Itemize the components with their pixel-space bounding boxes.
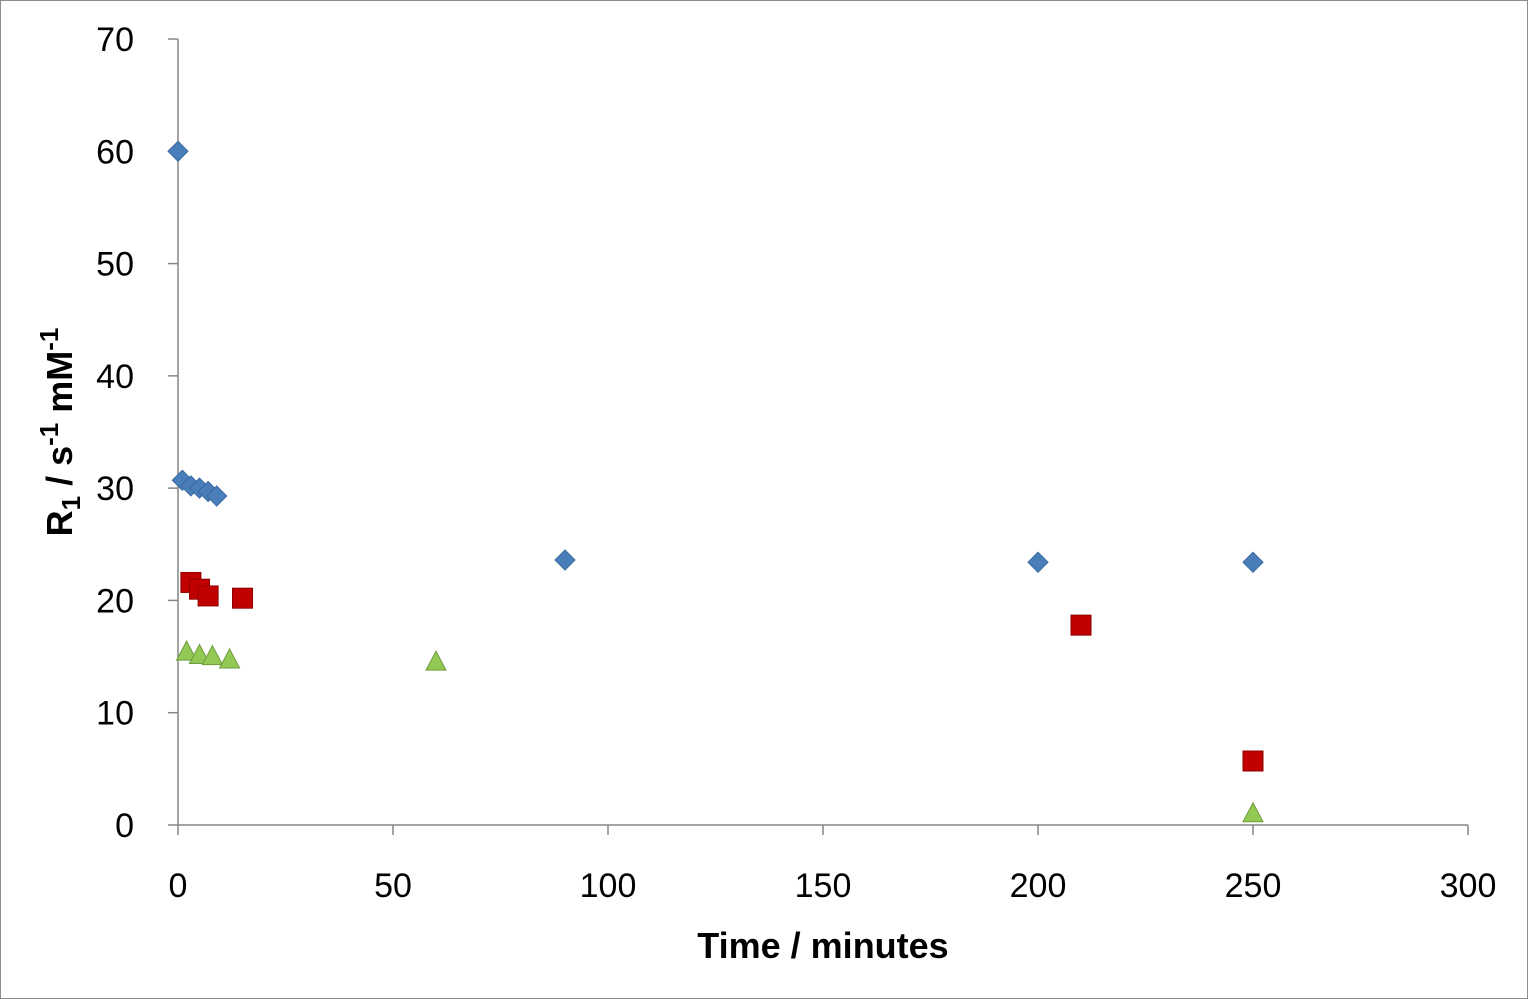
y-tick-label: 20 xyxy=(96,582,134,620)
y-axis-title-mid2: mM xyxy=(39,351,80,423)
data-point-diamond xyxy=(205,485,228,507)
y-ticks: 0 10 20 30 40 50 60 70 xyxy=(96,21,178,845)
y-axis-title-sup2: -1 xyxy=(34,328,64,351)
data-point-diamond xyxy=(554,549,576,571)
data-point-triangle xyxy=(201,644,224,666)
data-point-triangle xyxy=(218,647,241,669)
x-tick-label: 300 xyxy=(1440,867,1497,905)
y-tick-label: 70 xyxy=(96,21,134,59)
data-point-diamond xyxy=(1242,551,1264,573)
y-axis-title: R1 / s-1 mM-1 xyxy=(34,328,86,537)
y-axis-title-main: R xyxy=(39,510,80,536)
x-axis-title: Time / minutes xyxy=(697,925,948,966)
y-axis-title-mid: / s xyxy=(39,446,80,496)
y-tick-label: 50 xyxy=(96,246,134,284)
y-tick-label: 10 xyxy=(96,695,134,733)
y-tick-label: 30 xyxy=(96,470,134,508)
data-point-square xyxy=(1070,614,1092,636)
data-point-triangle xyxy=(425,650,447,671)
x-tick-label: 50 xyxy=(374,867,412,905)
data-point-diamond xyxy=(167,140,189,162)
data-point-triangle xyxy=(188,643,211,664)
y-axis-title-sup1: -1 xyxy=(34,423,64,446)
data-point-square xyxy=(197,585,219,607)
y-tick-label: 40 xyxy=(96,358,134,396)
axes xyxy=(177,39,1468,826)
x-tick-label: 200 xyxy=(1010,867,1067,905)
data-point-square xyxy=(232,587,253,609)
data-point-triangle xyxy=(1242,801,1264,823)
data-point-diamond xyxy=(1027,551,1049,573)
x-tick-label: 250 xyxy=(1225,867,1282,905)
x-tick-label: 150 xyxy=(795,867,852,905)
x-tick-label: 100 xyxy=(580,867,637,905)
y-tick-label: 0 xyxy=(115,807,134,845)
y-tick-label: 60 xyxy=(96,133,134,171)
x-ticks: 0 50 100 150 200 250 300 xyxy=(169,825,1497,905)
y-axis-title-sub: 1 xyxy=(56,496,86,510)
data-point-square xyxy=(1242,750,1264,772)
x-tick-label: 0 xyxy=(169,867,188,905)
data-point-triangle xyxy=(175,640,198,661)
data-markers xyxy=(167,140,1264,823)
